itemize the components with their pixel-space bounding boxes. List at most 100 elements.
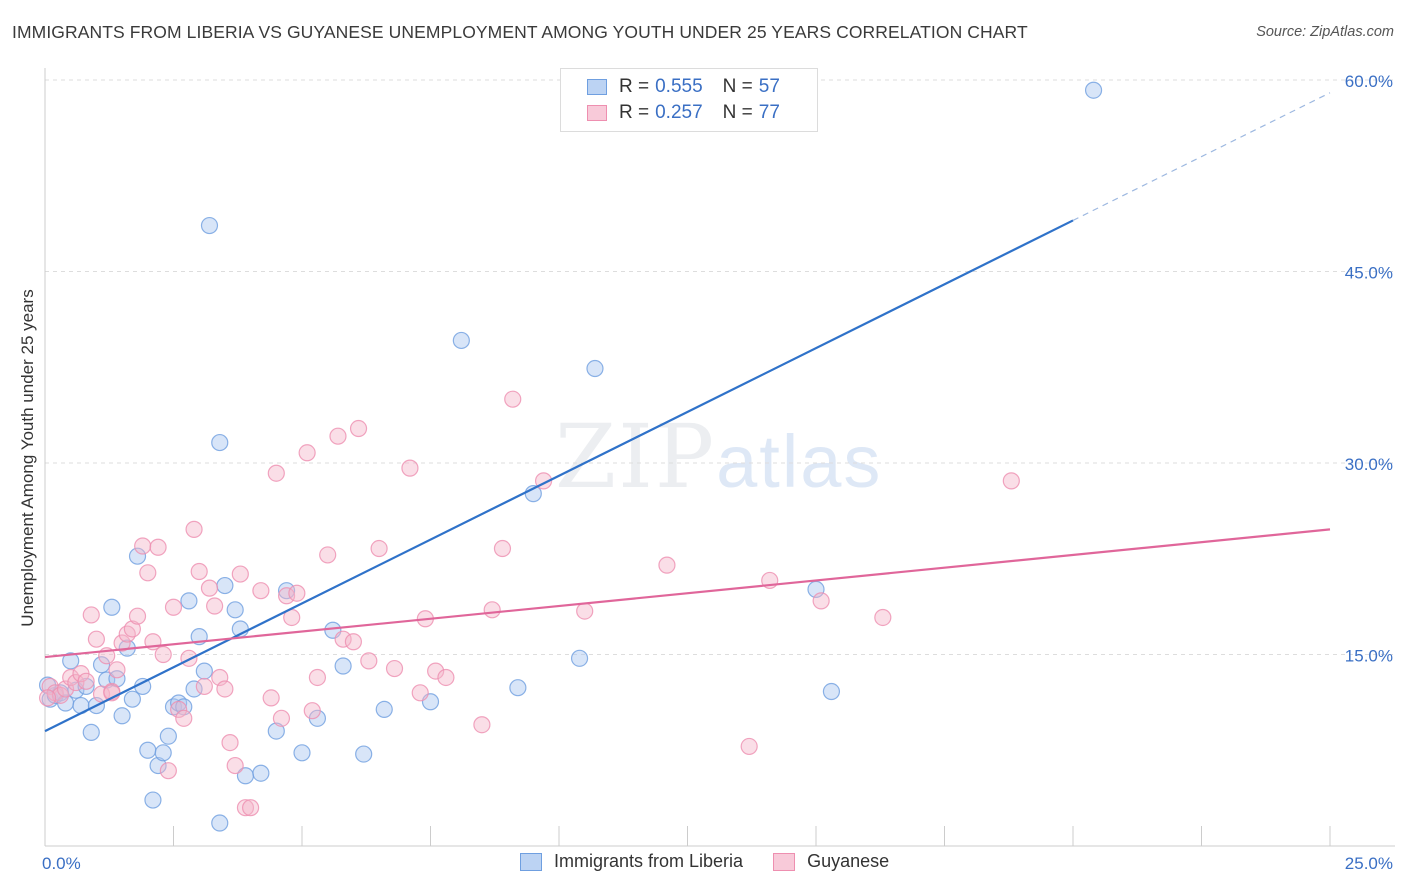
data-point <box>293 744 311 762</box>
legend-r-label: R = <box>619 76 650 97</box>
data-point <box>252 764 270 782</box>
data-point <box>329 427 347 445</box>
data-point <box>504 390 522 408</box>
trend-extension-liberia <box>1072 92 1331 221</box>
data-point <box>159 727 177 745</box>
data-point <box>267 722 285 740</box>
data-point <box>221 733 239 752</box>
chart-source: Source: ZipAtlas.com <box>1256 24 1394 40</box>
data-point <box>1002 472 1020 490</box>
data-point <box>154 645 172 664</box>
data-point <box>437 668 455 687</box>
data-point <box>385 659 404 678</box>
data-point <box>1084 81 1103 99</box>
watermark: ZIPatlas <box>555 405 882 508</box>
data-point <box>123 690 141 708</box>
legend-n-label: N = <box>722 76 753 97</box>
data-point <box>427 662 445 680</box>
series-legend: Immigrants from Liberia Guyanese <box>520 851 919 872</box>
data-point <box>216 680 234 698</box>
data-point <box>77 677 95 696</box>
data-point <box>87 630 106 648</box>
data-point <box>200 216 219 235</box>
data-point <box>308 668 327 687</box>
data-point <box>103 598 121 616</box>
data-point <box>319 546 337 564</box>
data-point <box>180 649 198 667</box>
legend-item-guyanese[interactable]: Guyanese <box>773 851 889 872</box>
y-tick-label: 15.0% <box>1345 647 1393 666</box>
legend-n-label: N = <box>722 102 753 123</box>
data-point <box>185 680 203 698</box>
trend-line-guyanese <box>44 528 1331 659</box>
legend-n-value: 77 <box>758 102 780 123</box>
data-point <box>509 679 527 697</box>
data-point <box>195 677 213 696</box>
data-point <box>226 601 244 619</box>
y-tick-label: 30.0% <box>1345 455 1393 474</box>
trend-line-liberia <box>44 219 1074 733</box>
data-point <box>349 419 368 438</box>
data-point <box>822 682 841 701</box>
data-point <box>874 608 892 627</box>
data-point <box>576 602 594 620</box>
data-point <box>211 433 229 452</box>
data-point <box>108 661 126 679</box>
data-point <box>267 464 285 482</box>
data-point <box>144 791 162 809</box>
data-point <box>231 565 249 583</box>
data-point <box>226 756 244 775</box>
data-point <box>175 709 193 727</box>
data-point <box>298 444 316 462</box>
data-point <box>77 672 95 690</box>
legend-label-guyanese: Guyanese <box>807 851 890 871</box>
data-point <box>473 716 491 734</box>
legend-r-value: 0.257 <box>655 102 703 123</box>
data-point <box>82 606 100 624</box>
data-point <box>334 630 352 648</box>
data-point <box>401 459 419 477</box>
data-point <box>154 744 172 762</box>
data-point <box>586 359 604 378</box>
data-point <box>82 723 100 741</box>
legend-r-value: 0.555 <box>655 76 703 97</box>
data-point <box>303 702 321 720</box>
chart-title: IMMIGRANTS FROM LIBERIA VS GUYANESE UNEM… <box>12 22 1028 42</box>
data-point <box>370 539 388 558</box>
data-point <box>812 592 830 610</box>
series-guyanese <box>38 390 1020 817</box>
data-point <box>190 562 208 581</box>
watermark-zip: ZIP <box>555 405 717 508</box>
data-point <box>185 520 203 538</box>
data-point <box>277 587 296 605</box>
data-point <box>236 799 255 817</box>
data-point <box>288 584 306 602</box>
data-point <box>277 582 296 600</box>
data-point <box>113 634 131 652</box>
y-axis-label: Unemployment Among Youth under 25 years <box>18 289 37 627</box>
data-point <box>334 657 352 675</box>
data-point <box>159 762 177 780</box>
data-point <box>180 592 198 610</box>
data-point <box>242 799 260 817</box>
legend-label-liberia: Immigrants from Liberia <box>554 851 744 871</box>
legend-item-liberia[interactable]: Immigrants from Liberia <box>520 851 743 872</box>
data-point <box>38 689 57 707</box>
data-point <box>452 331 470 350</box>
legend-row-guyanese: R = 0.257 N = 77 <box>587 101 780 125</box>
legend-r-label: R = <box>619 102 650 123</box>
x-tick-label: 0.0% <box>42 854 81 873</box>
legend-swatch-guyanese <box>587 105 607 121</box>
correlation-legend: R = 0.555 N = 57 R = 0.257 N = 77 <box>560 68 818 132</box>
data-point <box>570 649 589 667</box>
data-point <box>170 700 188 718</box>
data-point <box>740 737 758 756</box>
data-point <box>355 745 373 763</box>
x-tick-label: 25.0% <box>1345 854 1393 873</box>
legend-n-value: 57 <box>758 76 780 97</box>
data-point <box>139 741 157 759</box>
data-point <box>360 652 378 670</box>
data-point <box>483 601 501 619</box>
y-tick-label: 60.0% <box>1345 72 1393 91</box>
